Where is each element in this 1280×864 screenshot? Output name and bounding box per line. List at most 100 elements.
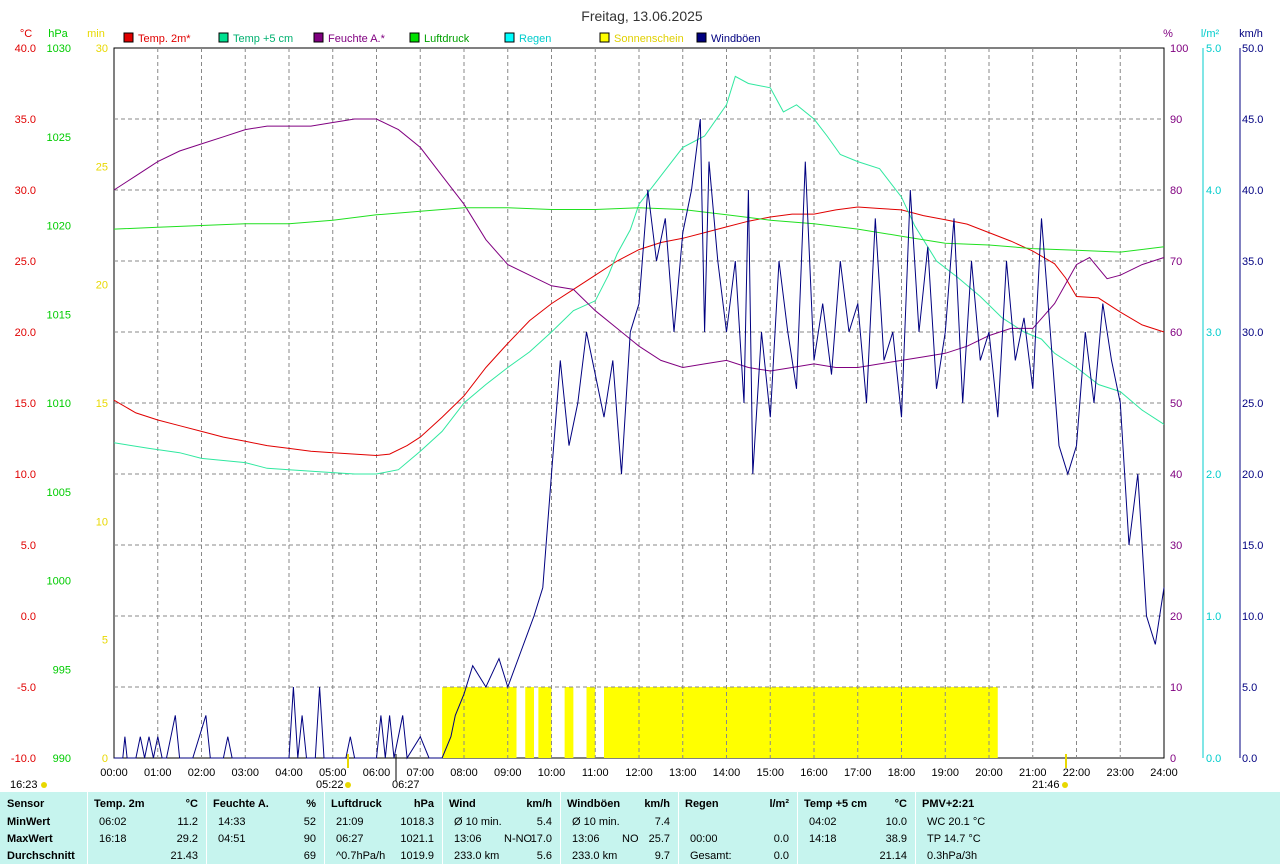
sunshine-bar xyxy=(442,687,464,758)
temp-axis-unit: °C xyxy=(20,28,32,40)
x-tick-label: 13:00 xyxy=(669,767,697,779)
stats-header: Sensor xyxy=(7,798,45,810)
legend-swatch xyxy=(218,32,229,43)
legend-swatch xyxy=(409,32,420,43)
humidity-axis-unit: % xyxy=(1163,28,1173,40)
stats-header: Feuchte A. xyxy=(213,798,269,810)
legend-swatch xyxy=(313,32,324,43)
weather-chart: Freitag, 13.06.2025 Temp. 2m* Temp +5 cm F… xyxy=(10,8,1263,791)
stats-unit: hPa xyxy=(413,798,434,810)
x-tick-label: 01:00 xyxy=(144,767,172,779)
wind-axis-unit: km/h xyxy=(1239,28,1263,40)
pressure-tick: 995 xyxy=(53,664,71,676)
temp-tick: 10.0 xyxy=(15,469,36,481)
wind-tick: 10.0 xyxy=(1242,611,1263,623)
stats-header: Temp +5 cm xyxy=(804,798,868,810)
stats-value: 1019.9 xyxy=(400,850,434,862)
stats-value: 0.0 xyxy=(773,833,789,845)
sun-icon xyxy=(41,782,47,788)
column-separator xyxy=(915,792,916,864)
legend-label: Temp +5 cm xyxy=(233,33,293,45)
rain-tick: 0.0 xyxy=(1206,753,1221,765)
x-tick-label: 21:00 xyxy=(1019,767,1047,779)
stats-value: 69 xyxy=(303,850,316,862)
stats-value: 17.0 xyxy=(530,833,552,845)
sunshine-bar xyxy=(639,687,683,758)
sun-tick: 30 xyxy=(96,43,108,55)
pressure-tick: 1010 xyxy=(47,398,71,410)
stats-time: Gesamt: xyxy=(690,850,732,862)
legend-label: Luftdruck xyxy=(424,33,470,45)
stats-time: 0.3hPa/3h xyxy=(927,850,978,862)
legend: Temp. 2m* Temp +5 cm Feuchte A.* Luftdruck R… xyxy=(123,32,761,45)
stats-row-label: MinWert xyxy=(7,816,51,828)
stats-value: 29.2 xyxy=(176,833,198,845)
x-tick-label: 17:00 xyxy=(844,767,872,779)
stats-value: 21.43 xyxy=(170,850,198,862)
x-tick-label: 04:00 xyxy=(275,767,303,779)
stats-time: ^0.7hPa/h xyxy=(336,850,386,862)
wind-tick: 5.0 xyxy=(1242,682,1257,694)
x-tick-label: 09:00 xyxy=(494,767,522,779)
stats-value: 9.7 xyxy=(654,850,670,862)
temp-tick: 5.0 xyxy=(21,540,36,552)
stats-header: PMV+2:21 xyxy=(922,798,975,810)
legend-label: Temp. 2m* xyxy=(138,33,191,45)
stats-value: 10.0 xyxy=(885,816,907,828)
legend-swatch xyxy=(696,32,707,43)
stats-time: 13:06 xyxy=(454,833,482,845)
stats-time: 06:27 xyxy=(336,833,364,845)
legend-swatch xyxy=(123,32,134,43)
stats-unit: km/h xyxy=(526,798,552,810)
sun-tick: 15 xyxy=(96,398,108,410)
stats-value: 5.4 xyxy=(536,816,552,828)
stats-value: 52 xyxy=(303,816,316,828)
humidity-tick: 0 xyxy=(1170,753,1176,765)
x-tick-label: 16:00 xyxy=(800,767,828,779)
x-tick-label: 24:00 xyxy=(1150,767,1178,779)
pressure-tick: 990 xyxy=(53,753,71,765)
x-tick-label: 08:00 xyxy=(450,767,478,779)
stats-time: 04:51 xyxy=(218,833,246,845)
stats-time: TP 14.7 °C xyxy=(927,833,981,845)
stats-time: 233.0 km xyxy=(572,850,618,862)
stats-value: 5.6 xyxy=(536,850,552,862)
series-line-windb-en xyxy=(114,118,1165,760)
wind-tick: 45.0 xyxy=(1242,114,1263,126)
sunset-time: 21:46 xyxy=(1032,779,1060,791)
sunshine-bar xyxy=(564,687,574,758)
sun-tick: 20 xyxy=(96,280,108,292)
wind-tick: 40.0 xyxy=(1242,185,1263,197)
sunshine-bar xyxy=(770,687,814,758)
sunshine-bar xyxy=(857,687,902,758)
stats-value: 11.2 xyxy=(177,816,198,828)
sunshine-bar xyxy=(464,687,508,758)
sunshine-bar xyxy=(525,687,534,758)
rain-tick: 5.0 xyxy=(1206,43,1221,55)
temp-tick: 25.0 xyxy=(15,256,36,268)
stats-value: 21.14 xyxy=(879,850,907,862)
stats-time: 00:00 xyxy=(690,833,718,845)
stats-header: Regen xyxy=(685,798,719,810)
pressure-tick: 1025 xyxy=(47,132,71,144)
temp-tick: 0.0 xyxy=(21,611,36,623)
temp-tick: 20.0 xyxy=(15,327,36,339)
stats-time: 14:33 xyxy=(218,816,246,828)
x-tick-label: 14:00 xyxy=(713,767,741,779)
x-tick-label: 18:00 xyxy=(888,767,916,779)
stats-value: 7.4 xyxy=(654,816,670,828)
stats-header: Luftdruck xyxy=(331,798,382,810)
stats-time: 233.0 km xyxy=(454,850,500,862)
stats-time: 06:02 xyxy=(99,816,127,828)
sun-tick: 25 xyxy=(96,161,108,173)
sunshine-bar xyxy=(989,687,998,758)
x-tick-label: 19:00 xyxy=(931,767,959,779)
stats-row-label: Durchschnitt xyxy=(7,850,75,862)
humidity-tick: 30 xyxy=(1170,540,1182,552)
wind-tick: 0.0 xyxy=(1242,753,1257,765)
x-tick-label: 23:00 xyxy=(1106,767,1134,779)
x-tick-label: 20:00 xyxy=(975,767,1003,779)
humidity-tick: 70 xyxy=(1170,256,1182,268)
column-separator xyxy=(206,792,207,864)
pressure-tick: 1015 xyxy=(47,309,71,321)
